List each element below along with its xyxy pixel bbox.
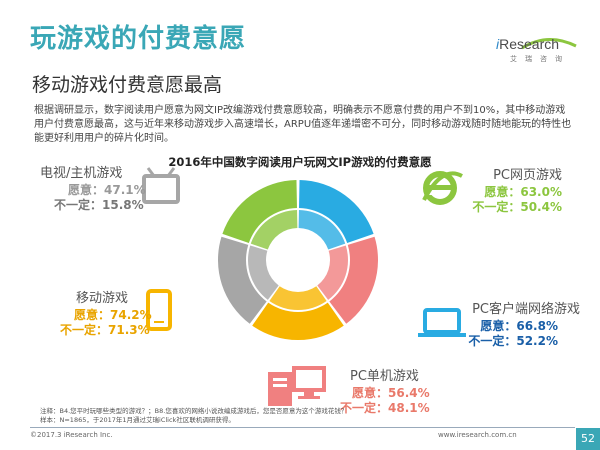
page-title: 玩游戏的付费意愿	[30, 24, 247, 54]
label-pc-client: PC客户端网络游戏 愿意：66.8% 不一定：52.2%	[430, 302, 580, 349]
category-name: 电视/主机游戏	[40, 166, 123, 181]
smartphone-icon	[146, 289, 172, 331]
copyright: ©2017.3 iResearch Inc.	[30, 431, 113, 439]
footnote: 注释：B4.您平时玩哪些类型的游戏？；B8.您喜欢的网络小说改编成游戏后，您是否…	[40, 407, 347, 425]
inner-sector-2	[317, 245, 348, 300]
page-number: 52	[576, 428, 600, 450]
logo-arc-icon	[521, 38, 577, 50]
laptop-icon	[418, 308, 466, 337]
unsure-value: 不一定：71.3%	[60, 323, 150, 337]
label-mobile: 移动游戏 愿意：74.2% 不一定：71.3%	[46, 291, 152, 338]
outer-sector-3	[252, 302, 344, 341]
category-name: 移动游戏	[76, 291, 129, 306]
willing-value: 愿意：56.4%	[352, 386, 430, 400]
inner-sector-1	[298, 210, 346, 250]
footer-divider	[30, 427, 575, 428]
label-tv-console: 电视/主机游戏 愿意：47.1% 不一定：15.8%	[40, 166, 146, 213]
inner-sector-3	[269, 286, 327, 310]
ie-browser-icon	[422, 171, 463, 205]
inner-sector-4	[247, 245, 279, 300]
footnote-line-1: 注释：B4.您平时玩哪些类型的游戏？；B8.您喜欢的网络小说改编成游戏后，您是否…	[40, 407, 348, 415]
category-name: PC单机游戏	[350, 369, 419, 384]
willing-value: 愿意：47.1%	[68, 183, 146, 197]
outer-sector-2	[329, 236, 378, 324]
website-url: www.iresearch.com.cn	[438, 431, 517, 439]
page-subtitle: 移动游戏付费意愿最高	[32, 74, 223, 96]
unsure-value: 不一定：52.2%	[468, 334, 558, 348]
logo-brand: iResearch	[496, 36, 560, 52]
inner-sector-0	[250, 210, 298, 250]
chart-title: 2016年中国数字阅读用户玩网文IP游戏的付费意愿	[168, 155, 432, 169]
unsure-value: 不一定：50.4%	[472, 200, 562, 214]
willing-value: 愿意：74.2%	[74, 308, 152, 322]
outer-sector-0	[222, 180, 298, 243]
desktop-pc-icon	[268, 366, 326, 406]
label-web-game: PC网页游戏 愿意：63.0% 不一定：50.4%	[452, 168, 562, 215]
description-text: 根据调研显示，数字阅读用户愿意为网文IP改编游戏付费意愿较高，明确表示不愿意付费…	[34, 105, 572, 144]
category-name: PC网页游戏	[493, 168, 562, 183]
logo-chinese: 艾瑞咨询	[510, 55, 570, 63]
unsure-value: 不一定：48.1%	[340, 401, 430, 415]
outer-ring-willing	[217, 180, 378, 341]
unsure-value: 不一定：15.8%	[54, 198, 144, 212]
footnote-line-2: 样本：N=1865，于2017年1月通过艾瑞iClick社区联机调研获得。	[40, 416, 235, 424]
outer-sector-1	[298, 180, 374, 243]
inner-ring-unsure	[247, 210, 348, 310]
label-pc-single: PC单机游戏 愿意：56.4% 不一定：48.1%	[340, 369, 430, 416]
tv-icon	[142, 167, 180, 204]
iresearch-logo: iResearch 艾瑞咨询	[496, 36, 576, 64]
willing-value: 愿意：66.8%	[480, 319, 558, 333]
willing-value: 愿意：63.0%	[484, 185, 562, 199]
outer-sector-4	[217, 236, 267, 324]
category-name: PC客户端网络游戏	[472, 302, 580, 317]
